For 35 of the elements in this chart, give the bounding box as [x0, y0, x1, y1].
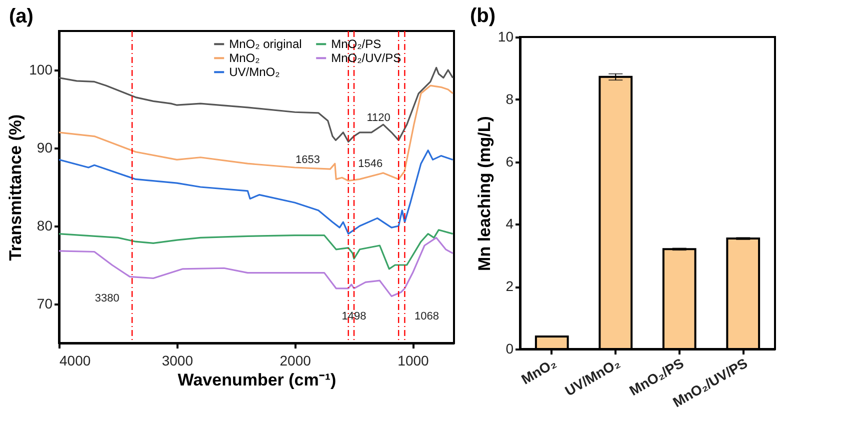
- legend-label: MnO₂: [229, 51, 260, 66]
- annotation: 1546: [358, 158, 383, 170]
- annotation: 1498: [342, 310, 366, 322]
- legend-label: MnO₂/PS: [331, 37, 382, 52]
- y-tick-label: 100: [29, 62, 53, 78]
- annotation: 1653: [295, 154, 320, 166]
- y-tick-label: 70: [36, 296, 53, 312]
- x-tick-label: MnO₂: [518, 354, 559, 388]
- annotation: 3380: [94, 292, 120, 305]
- line-series: [59, 229, 454, 270]
- x-tick-label: 3000: [162, 352, 194, 368]
- y-axis-title: Transmittance (%): [6, 114, 26, 261]
- line-series: [59, 84, 454, 182]
- annotation: 1068: [414, 310, 439, 322]
- chart-title: (a): [9, 5, 34, 28]
- y-axis-title: Mn leaching (mg/L): [474, 116, 494, 271]
- y-tick-label: 8: [506, 90, 514, 107]
- legend-label: UV/MnO₂: [229, 65, 280, 80]
- line-series: [59, 150, 454, 235]
- y-tick-label: 0: [506, 340, 514, 356]
- y-tick-label: 4: [506, 216, 514, 232]
- chart-title: (b): [470, 5, 496, 27]
- legend-label: MnO₂ original: [229, 37, 302, 52]
- y-tick-label: 2: [506, 278, 514, 294]
- y-tick-label: 10: [498, 28, 514, 44]
- y-tick-label: 80: [36, 218, 53, 234]
- x-tick-label: 4000: [60, 352, 91, 368]
- x-tick-label: 1000: [398, 352, 430, 368]
- legend-label: MnO₂/UV/PS: [331, 51, 402, 66]
- y-tick-label: 6: [506, 153, 514, 170]
- y-tick-label: 90: [36, 140, 53, 156]
- line-series: [59, 66, 454, 143]
- x-tick-label: 2000: [280, 352, 312, 368]
- x-axis-title: Wavenumber (cm⁻¹): [178, 370, 336, 390]
- annotation: 1120: [366, 112, 390, 124]
